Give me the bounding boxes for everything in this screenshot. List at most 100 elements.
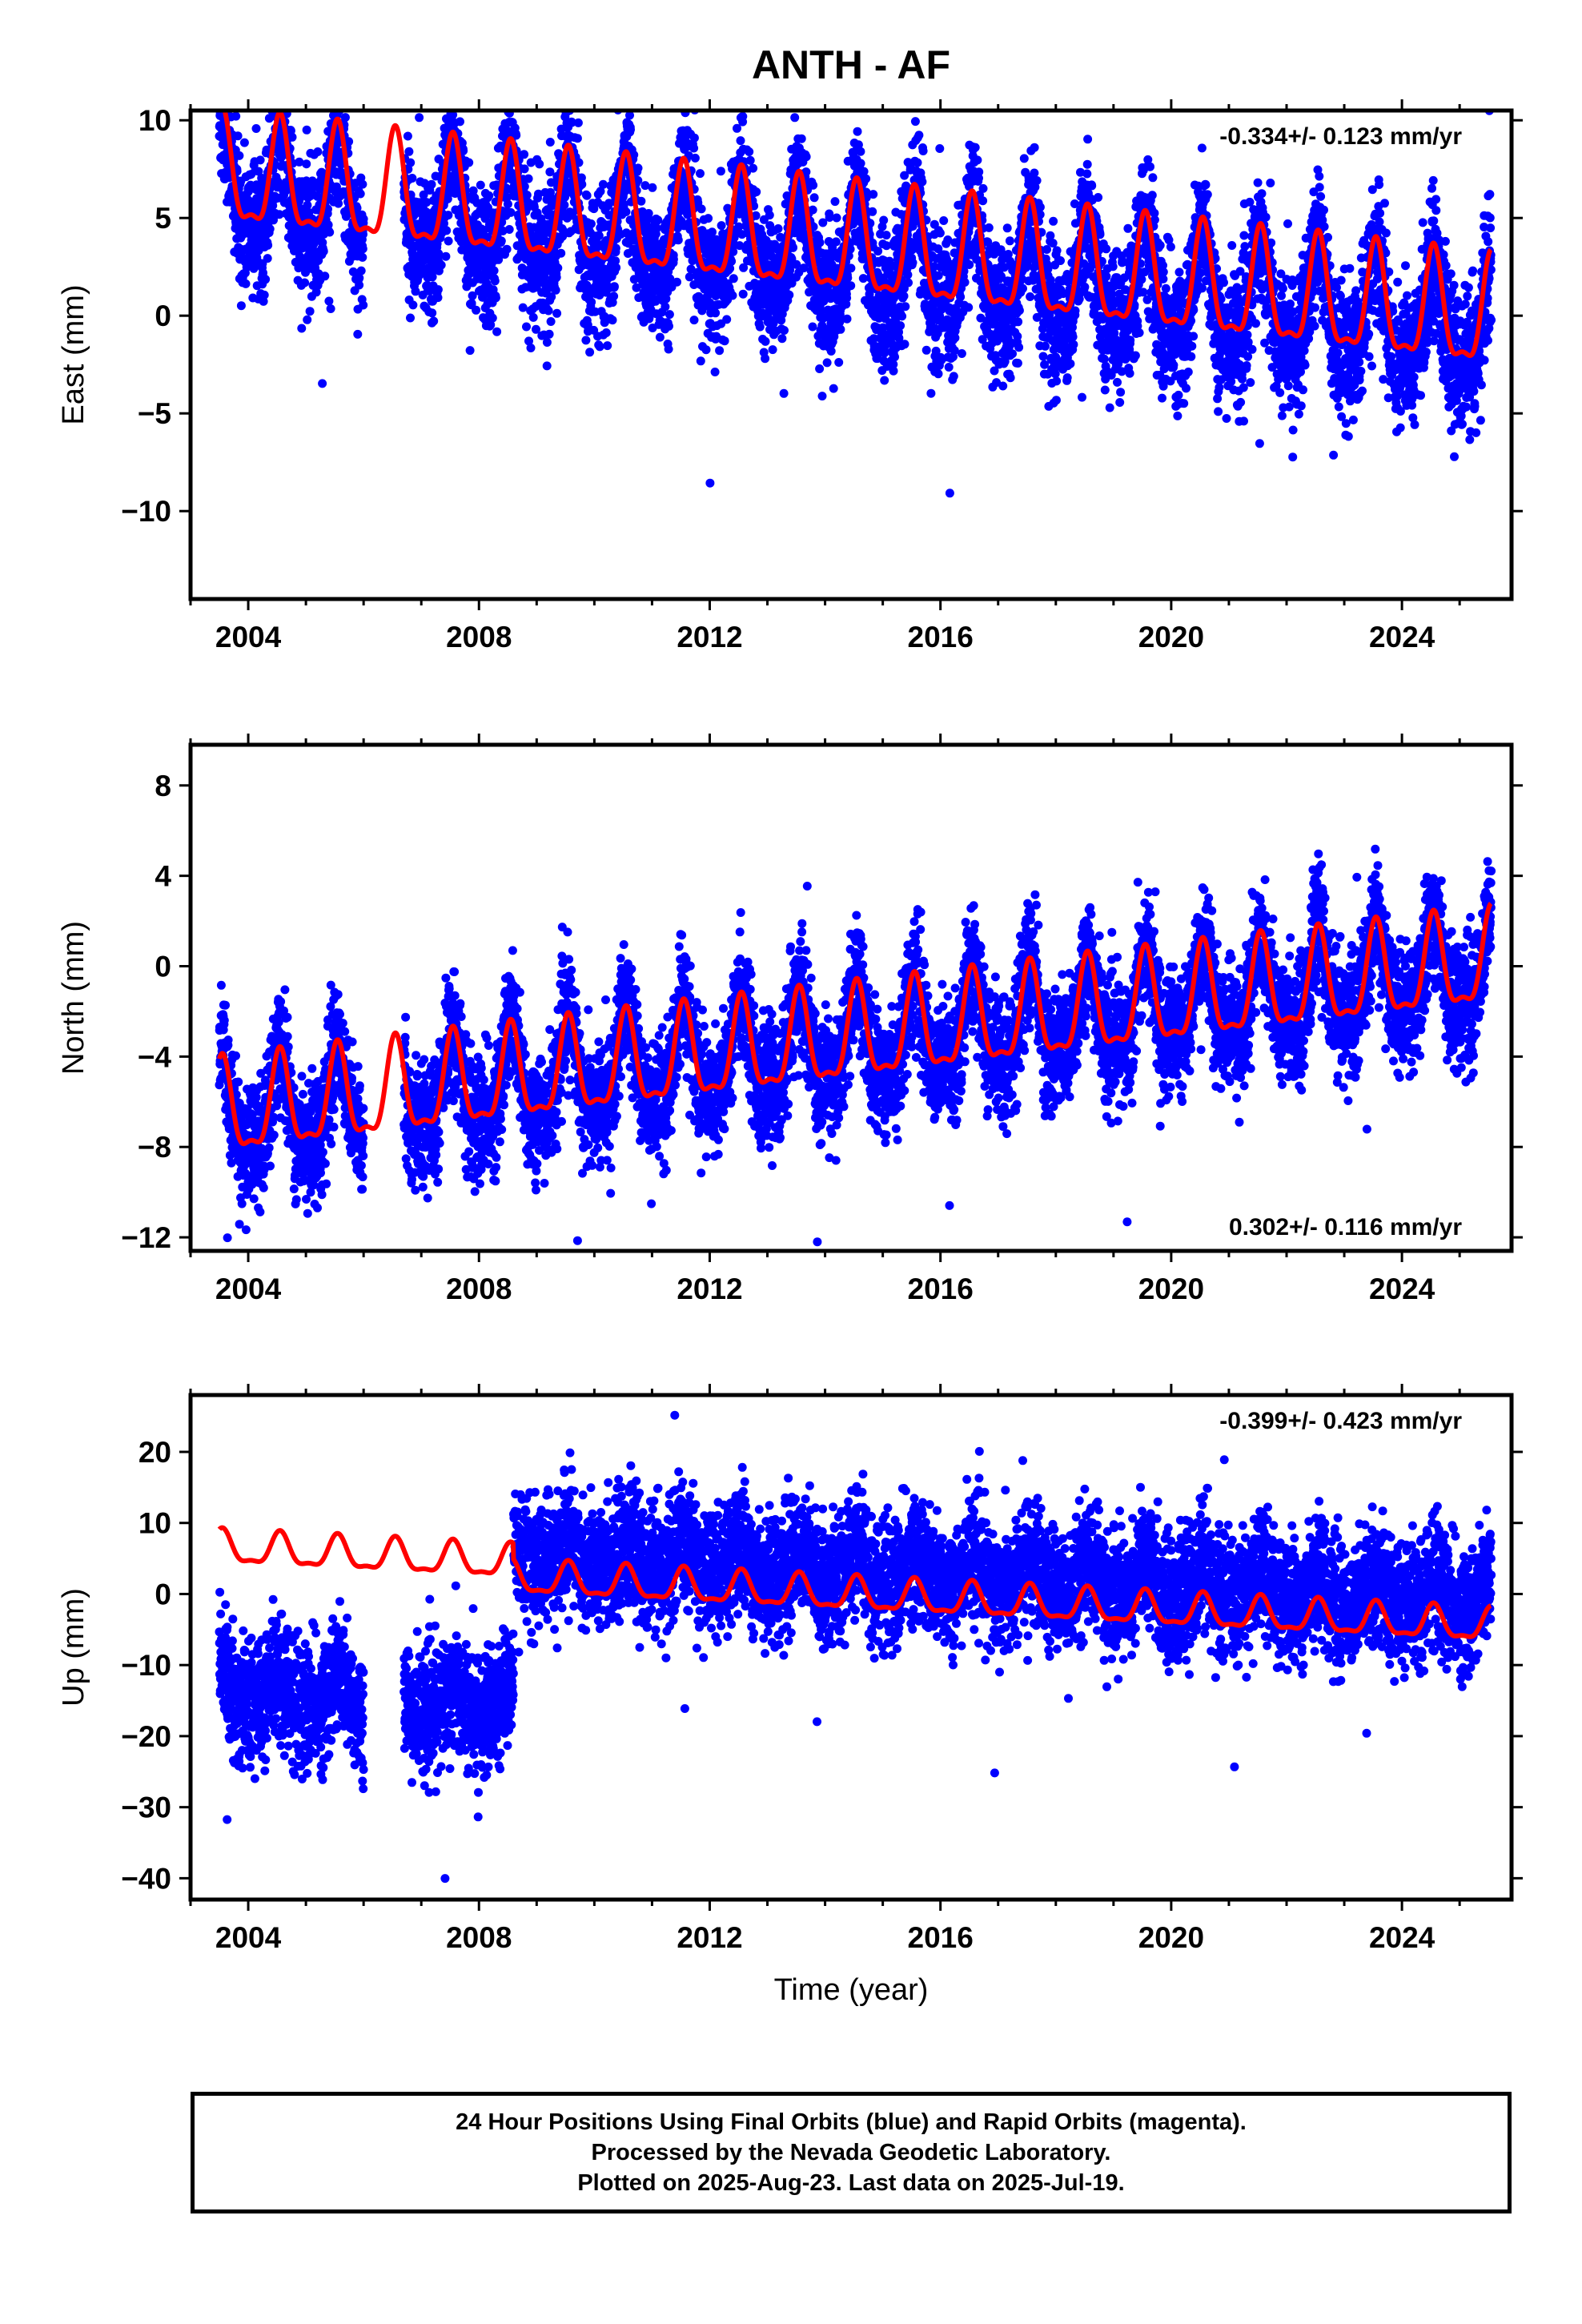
data-point bbox=[224, 99, 233, 108]
data-point bbox=[467, 299, 476, 308]
data-point bbox=[277, 80, 286, 89]
data-point bbox=[512, 85, 520, 94]
data-point bbox=[215, 74, 224, 83]
data-point bbox=[305, 307, 315, 316]
data-point bbox=[704, 214, 713, 223]
data-point bbox=[869, 190, 878, 199]
data-point bbox=[846, 263, 856, 273]
data-point bbox=[300, 278, 310, 287]
data-point bbox=[280, 49, 289, 58]
data-point bbox=[768, 345, 777, 355]
data-point bbox=[506, 74, 515, 82]
data-point bbox=[224, 94, 233, 103]
data-point bbox=[1013, 359, 1022, 368]
data-point bbox=[653, 215, 663, 225]
data-point bbox=[275, 210, 284, 219]
data-point bbox=[522, 191, 532, 200]
data-point bbox=[526, 344, 536, 352]
data-point bbox=[433, 293, 443, 303]
data-point bbox=[914, 131, 924, 140]
data-point bbox=[428, 308, 437, 318]
data-point bbox=[655, 332, 665, 342]
data-point bbox=[842, 293, 852, 303]
data-point bbox=[456, 117, 464, 127]
data-point bbox=[576, 173, 586, 183]
data-point bbox=[609, 292, 619, 301]
data-point bbox=[879, 215, 889, 225]
data-point bbox=[830, 197, 840, 207]
data-point bbox=[586, 219, 596, 228]
data-point bbox=[560, 192, 569, 202]
data-point bbox=[1006, 373, 1015, 383]
data-point bbox=[1014, 317, 1023, 327]
data-point bbox=[710, 368, 720, 376]
data-point bbox=[552, 308, 562, 318]
data-point bbox=[690, 153, 700, 163]
data-point bbox=[815, 238, 825, 247]
data-point bbox=[626, 125, 635, 135]
data-point bbox=[274, 82, 283, 91]
data-point bbox=[503, 199, 512, 209]
data-point bbox=[276, 93, 285, 102]
data-point bbox=[780, 326, 789, 335]
data-point bbox=[476, 180, 485, 190]
data-point bbox=[267, 96, 276, 105]
data-point bbox=[716, 167, 725, 176]
data-point bbox=[1035, 203, 1045, 212]
data-point bbox=[608, 316, 617, 325]
data-point bbox=[1014, 306, 1024, 316]
data-point bbox=[678, 78, 687, 87]
data-point bbox=[259, 290, 269, 300]
data-point bbox=[241, 279, 251, 288]
data-point bbox=[738, 111, 748, 121]
data-point bbox=[910, 117, 920, 127]
data-point bbox=[502, 244, 512, 254]
data-point bbox=[472, 305, 481, 315]
data-point bbox=[542, 338, 552, 347]
data-point bbox=[601, 328, 611, 337]
data-point bbox=[1038, 352, 1048, 361]
data-point bbox=[984, 223, 994, 232]
data-point bbox=[235, 151, 244, 160]
data-point bbox=[301, 267, 310, 277]
data-point bbox=[492, 327, 502, 336]
data-point bbox=[411, 287, 420, 296]
data-point bbox=[278, 94, 287, 103]
data-point bbox=[552, 272, 561, 282]
data-point bbox=[275, 74, 283, 82]
data-point bbox=[615, 99, 624, 107]
data-point bbox=[801, 152, 811, 162]
data-point bbox=[572, 134, 582, 143]
data-point bbox=[313, 191, 322, 201]
data-point bbox=[333, 91, 342, 100]
data-point bbox=[1026, 292, 1035, 301]
data-point bbox=[734, 62, 743, 71]
data-point bbox=[464, 158, 474, 167]
data-point bbox=[330, 86, 339, 95]
data-point bbox=[673, 235, 683, 245]
data-point bbox=[449, 74, 458, 82]
data-point bbox=[518, 303, 528, 312]
data-point bbox=[852, 98, 861, 107]
data-point bbox=[219, 79, 227, 88]
data-point bbox=[545, 167, 555, 177]
data-point bbox=[664, 344, 673, 354]
data-point bbox=[506, 207, 516, 217]
data-point bbox=[856, 159, 865, 168]
data-point bbox=[251, 124, 261, 133]
data-point bbox=[324, 296, 334, 306]
data-point bbox=[978, 183, 988, 193]
data-point bbox=[583, 320, 592, 330]
data-point bbox=[696, 169, 705, 179]
data-point bbox=[494, 255, 504, 264]
data-point bbox=[325, 227, 335, 237]
data-point bbox=[334, 51, 343, 60]
data-point bbox=[822, 358, 832, 368]
data-point bbox=[404, 147, 414, 156]
data-point bbox=[273, 176, 283, 186]
data-point bbox=[935, 144, 945, 153]
data-point bbox=[708, 227, 717, 237]
data-point bbox=[944, 363, 954, 372]
